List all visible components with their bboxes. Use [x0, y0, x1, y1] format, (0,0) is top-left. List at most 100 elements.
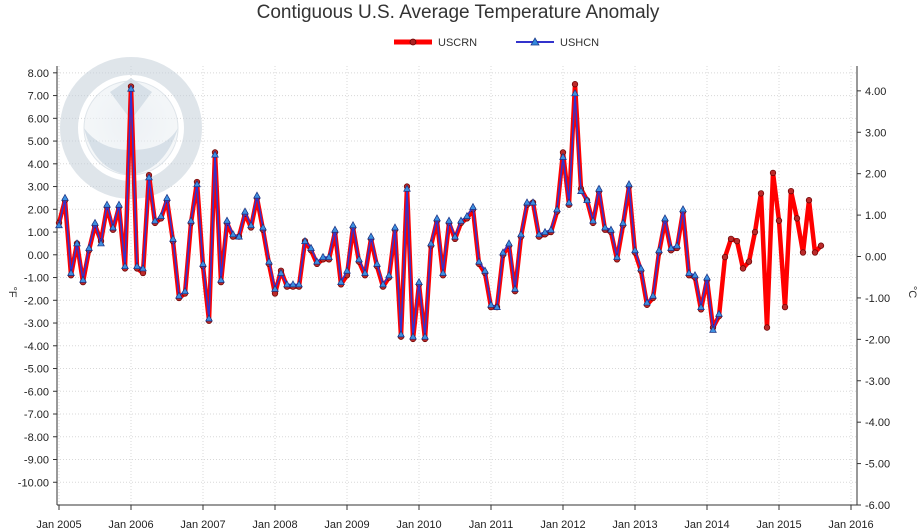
data-point[interactable] [397, 330, 405, 338]
data-point[interactable] [679, 205, 687, 213]
data-point[interactable] [529, 198, 537, 206]
data-point[interactable] [427, 239, 435, 247]
data-point[interactable] [139, 264, 147, 272]
data-point[interactable] [541, 227, 549, 235]
data-point[interactable] [409, 332, 417, 340]
data-point[interactable] [691, 271, 699, 279]
data-point[interactable] [553, 205, 561, 213]
data-point[interactable] [481, 266, 489, 274]
data-point[interactable] [367, 232, 375, 240]
data-point[interactable] [289, 280, 297, 288]
data-point[interactable] [661, 214, 669, 222]
data-point[interactable] [805, 197, 813, 204]
data-point[interactable] [457, 216, 465, 224]
data-point[interactable] [157, 211, 165, 219]
data-point[interactable] [655, 246, 663, 254]
data-point[interactable] [355, 255, 363, 263]
data-point[interactable] [307, 243, 315, 251]
data-point[interactable] [547, 225, 555, 233]
data-point[interactable] [697, 302, 705, 310]
data-point[interactable] [343, 266, 351, 274]
data-point[interactable] [277, 268, 285, 276]
legend-item-ushcn[interactable]: USHCN [516, 37, 599, 49]
data-point[interactable] [109, 223, 117, 231]
data-point[interactable] [817, 242, 825, 249]
data-point[interactable] [229, 230, 237, 238]
data-point[interactable] [637, 264, 645, 272]
data-point[interactable] [337, 277, 345, 285]
data-point[interactable] [631, 246, 639, 254]
data-point[interactable] [271, 284, 279, 292]
data-point[interactable] [571, 89, 579, 97]
data-point[interactable] [571, 81, 579, 88]
data-point[interactable] [241, 207, 249, 215]
data-point[interactable] [415, 277, 423, 285]
data-point[interactable] [715, 309, 723, 317]
data-point[interactable] [493, 302, 501, 310]
data-point[interactable] [475, 257, 483, 265]
data-point[interactable] [331, 225, 339, 233]
data-point[interactable] [439, 268, 447, 276]
data-point[interactable] [259, 223, 267, 231]
data-point[interactable] [463, 211, 471, 219]
data-point[interactable] [727, 235, 735, 243]
data-point[interactable] [85, 243, 93, 251]
data-point[interactable] [223, 216, 231, 224]
data-point[interactable] [751, 228, 759, 236]
data-point[interactable] [595, 184, 603, 192]
data-point[interactable] [349, 220, 357, 229]
data-point[interactable] [535, 230, 543, 238]
data-point[interactable] [55, 220, 63, 229]
data-point[interactable] [361, 268, 369, 276]
data-point[interactable] [127, 84, 135, 92]
data-point[interactable] [709, 325, 717, 333]
data-point[interactable] [205, 314, 213, 322]
data-point[interactable] [445, 216, 453, 224]
data-point[interactable] [187, 216, 195, 224]
data-point[interactable] [583, 195, 591, 204]
data-point[interactable] [793, 215, 801, 222]
data-point[interactable] [193, 180, 201, 188]
data-point[interactable] [565, 198, 573, 206]
data-point[interactable] [61, 193, 69, 201]
data-point[interactable] [757, 190, 765, 197]
data-point[interactable] [523, 198, 531, 206]
data-point[interactable] [763, 324, 771, 331]
data-point[interactable] [301, 236, 309, 244]
data-point[interactable] [421, 332, 429, 340]
data-point[interactable] [625, 180, 633, 188]
data-point[interactable] [235, 232, 243, 240]
data-point[interactable] [589, 216, 597, 224]
data-point[interactable] [121, 261, 129, 270]
data-point[interactable] [643, 298, 651, 306]
data-point[interactable] [487, 300, 495, 308]
data-point[interactable] [79, 275, 87, 283]
data-point[interactable] [703, 273, 711, 281]
data-point[interactable] [733, 237, 741, 245]
data-point[interactable] [511, 284, 519, 292]
data-point[interactable] [103, 200, 111, 208]
data-point[interactable] [265, 257, 273, 265]
data-point[interactable] [97, 239, 105, 247]
data-point[interactable] [403, 184, 411, 192]
data-point[interactable] [283, 280, 291, 288]
data-point[interactable] [91, 218, 99, 226]
data-point[interactable] [115, 200, 123, 208]
data-point[interactable] [379, 280, 387, 288]
data-point[interactable] [433, 214, 441, 222]
data-point[interactable] [607, 225, 615, 233]
data-point[interactable] [721, 253, 729, 261]
data-point[interactable] [811, 249, 819, 256]
data-point[interactable] [169, 234, 177, 242]
data-point[interactable] [217, 275, 225, 283]
data-point[interactable] [163, 193, 171, 201]
data-point[interactable] [673, 241, 681, 249]
data-point[interactable] [799, 249, 807, 256]
data-point[interactable] [739, 265, 747, 272]
data-point[interactable] [385, 271, 393, 279]
data-point[interactable] [295, 280, 303, 288]
data-point[interactable] [619, 218, 627, 226]
data-point[interactable] [181, 286, 189, 295]
data-point[interactable] [499, 248, 507, 256]
data-point[interactable] [781, 303, 789, 311]
